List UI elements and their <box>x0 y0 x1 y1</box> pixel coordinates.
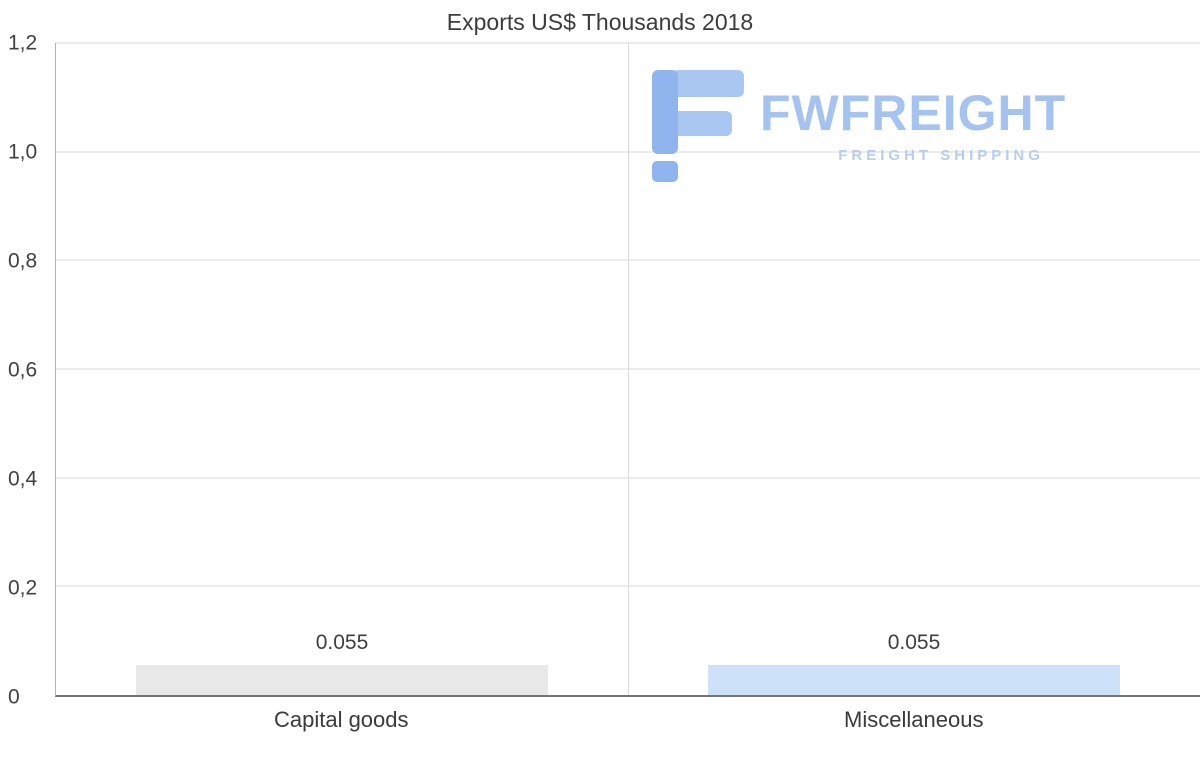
x-axis-labels: Capital goods Miscellaneous <box>55 707 1200 733</box>
bar-miscellaneous[interactable] <box>708 665 1120 695</box>
category-band: 0.055 <box>56 43 628 695</box>
gridline <box>56 477 1200 479</box>
chart-title: Exports US$ Thousands 2018 <box>446 9 754 35</box>
gridline <box>56 42 1200 44</box>
bar-value-label: 0.055 <box>887 631 941 655</box>
y-axis-labels: 0 0,2 0,4 0,6 0,8 1,0 1,2 <box>0 33 50 708</box>
watermark-logo: FWFREIGHT FREIGHT SHIPPING <box>652 70 1066 182</box>
logo-tagline: FREIGHT SHIPPING <box>838 147 1044 164</box>
y-tick-label: 0,6 <box>8 358 38 382</box>
y-tick-label: 0,4 <box>8 467 38 491</box>
y-tick-label: 0 <box>8 685 20 709</box>
y-tick-label: 1,0 <box>8 140 38 164</box>
category-band: 0.055 <box>628 43 1200 695</box>
logo-name: FWFREIGHT <box>760 85 1067 141</box>
bar-bands: 0.055 0.055 <box>56 43 1200 695</box>
gridline <box>56 585 1200 587</box>
fwfreight-logo-icon <box>652 70 744 182</box>
bar-value-label: 0.055 <box>315 631 369 655</box>
x-category-label: Capital goods <box>273 707 409 732</box>
gridline <box>56 259 1200 261</box>
logo-text-block: FWFREIGHT FREIGHT SHIPPING <box>760 70 1066 164</box>
y-tick-label: 1,2 <box>8 31 38 55</box>
gridline <box>56 151 1200 153</box>
gridline <box>56 368 1200 370</box>
x-category-label: Miscellaneous <box>844 707 984 732</box>
plot-area: 0.055 0.055 <box>55 42 1200 697</box>
y-tick-label: 0,8 <box>8 249 38 273</box>
bar-capital-goods[interactable] <box>136 665 548 695</box>
y-tick-label: 0,2 <box>8 576 38 600</box>
